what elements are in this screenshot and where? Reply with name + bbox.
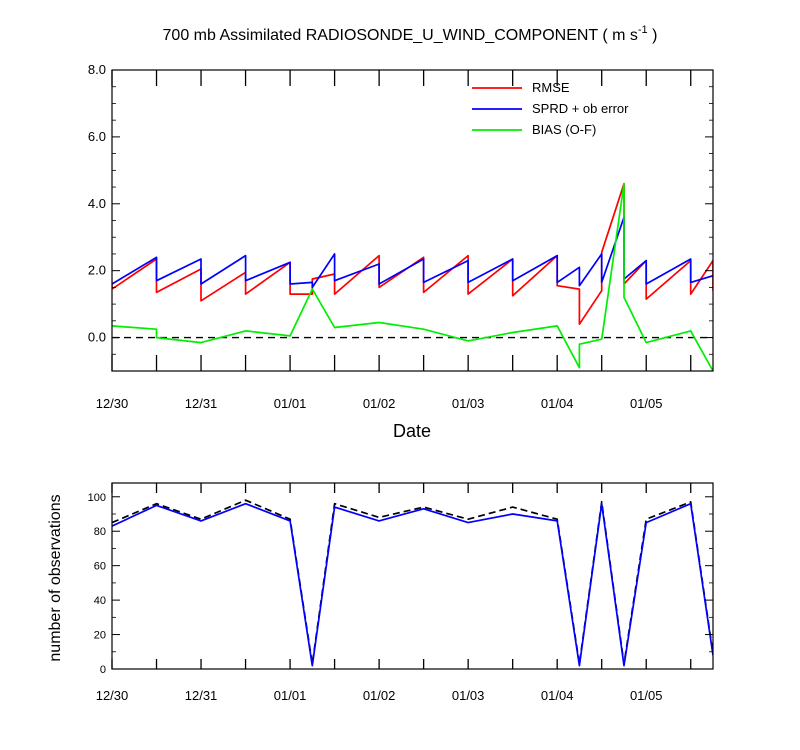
chart-title-main: 700 mb Assimilated RADIOSONDE_U_WIND_COM… — [163, 27, 638, 44]
chart-title: 700 mb Assimilated RADIOSONDE_U_WIND_COM… — [163, 24, 658, 44]
x-tick-label: 12/30 — [96, 688, 129, 703]
series-line-rmse — [112, 182, 713, 326]
y-tick-label: 40 — [94, 595, 106, 607]
y-tick-label: 80 — [94, 526, 106, 538]
x-tick-label: 01/05 — [630, 396, 663, 411]
x-tick-label: 12/31 — [185, 688, 218, 703]
x-tick-label: 01/02 — [363, 396, 396, 411]
top-x-axis-label: Date — [393, 421, 431, 441]
y-tick-label: 0 — [100, 664, 106, 676]
x-tick-label: 01/04 — [541, 688, 574, 703]
plot-frame — [111, 482, 714, 670]
bottom-axes: 0 20 40 60 80 100 12/30 12/31 01/01 01/02 01/03 01/… — [88, 482, 714, 703]
bottom-y-axis-label: number of observations — [47, 494, 64, 661]
x-tick-label: 01/04 — [541, 396, 574, 411]
x-tick-label: 01/02 — [363, 688, 396, 703]
top-legend: RMSE SPRD + ob error BIAS (O-F) — [472, 80, 629, 137]
series-line-bias-o-f — [112, 182, 713, 371]
x-tick-label: 01/03 — [452, 688, 485, 703]
series-line-total-observations — [112, 499, 713, 665]
y-tick-label: 8.0 — [88, 62, 106, 77]
legend-label: BIAS (O-F) — [532, 122, 596, 137]
y-tick-label: 20 — [94, 630, 106, 642]
x-tick-label: 12/31 — [185, 396, 218, 411]
chart-title-end: ) — [648, 27, 658, 44]
legend-label: RMSE — [532, 80, 570, 95]
series-line-assimilated-observations — [112, 502, 713, 667]
y-tick-label: 0.0 — [88, 330, 106, 345]
y-tick-label: 100 — [88, 492, 106, 504]
top-series-layer — [112, 182, 713, 371]
x-tick-label: 01/01 — [274, 396, 307, 411]
x-tick-label: 01/01 — [274, 688, 307, 703]
bottom-plot: 0 20 40 60 80 100 12/30 12/31 01/01 01/02 01/03 01/… — [88, 482, 714, 703]
bottom-series-layer — [112, 499, 713, 667]
x-tick-label: 12/30 — [96, 396, 129, 411]
series-line-sprd-ob-error — [112, 216, 713, 289]
top-plot: 0.0 2.0 4.0 6.0 8.0 12/30 12/31 01/01 01/02 01/03… — [88, 62, 714, 411]
y-tick-label: 4.0 — [88, 196, 106, 211]
y-tick-label: 60 — [94, 561, 106, 573]
x-tick-label: 01/03 — [452, 396, 485, 411]
top-axes: 0.0 2.0 4.0 6.0 8.0 12/30 12/31 01/01 01/02 01/03… — [88, 62, 714, 411]
legend-label: SPRD + ob error — [532, 101, 629, 116]
x-tick-label: 01/05 — [630, 688, 663, 703]
y-tick-label: 2.0 — [88, 263, 106, 278]
chart-title-superscript: -1 — [638, 24, 648, 36]
y-tick-label: 6.0 — [88, 129, 106, 144]
